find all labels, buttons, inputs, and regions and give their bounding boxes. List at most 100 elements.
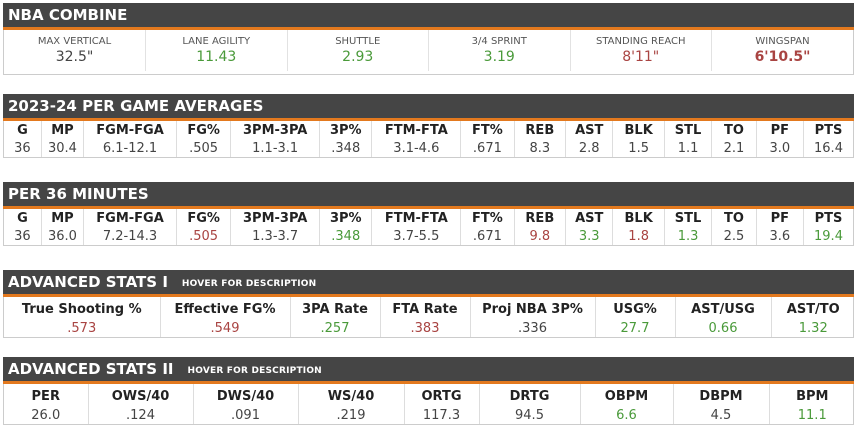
shuttle-value: 2.93 [286,47,429,71]
dbpm-value: 4.5 [672,406,769,424]
max-vertical-label: MAX VERTICAL [37,36,112,47]
p36-pts-value: 19.4 [803,228,853,245]
per36-table: G MP FGM-FGA FG% 3PM-3PA 3P% FTM-FTA FT%… [3,209,854,246]
combine-label-row: MAX VERTICAL LANE AGILITY SHUTTLE 3/4 SP… [4,30,853,47]
ast-to-value: 1.32 [770,319,855,337]
pg-fg-pct-label: FG% [175,121,231,140]
p36-reb-label: REB [513,209,566,228]
ows40-value: .124 [87,406,193,424]
dws40-label[interactable]: DWS/40 [192,384,298,406]
drtg-label[interactable]: DRTG [478,384,580,406]
ws40-value: .219 [297,406,404,424]
pg-ast-value: 2.8 [565,140,613,157]
p36-pf-label: PF [755,209,804,228]
per-game-title: 2023-24 PER GAME AVERAGES [8,97,264,115]
drtg-value: 94.5 [478,406,580,424]
p36-fgm-fga-value: 7.2-14.3 [83,228,177,245]
combine-title: NBA COMBINE [8,6,128,24]
dbpm-label[interactable]: DBPM [672,384,769,406]
per-label[interactable]: PER [31,388,60,404]
ast-usg-label[interactable]: AST/USG [674,297,771,319]
p36-blk-label: BLK [612,209,665,228]
fta-rate-value: .383 [379,319,470,337]
p36-mp-label: MP [40,209,84,228]
p36-fg-pct-label: FG% [175,209,231,228]
fta-rate-label[interactable]: FTA Rate [379,297,470,319]
proj-nba-3p-value: .336 [469,319,595,337]
ast-to-label[interactable]: AST/TO [770,297,855,319]
pg-3p-pct-value: .348 [319,140,372,157]
pg-pf-value: 3.0 [755,140,804,157]
usg-pct-label[interactable]: USG% [594,297,675,319]
p36-pf-value: 3.6 [755,228,804,245]
ows40-label[interactable]: OWS/40 [87,384,193,406]
per36-label-row: G MP FGM-FGA FG% 3PM-3PA 3P% FTM-FTA FT%… [4,209,853,228]
per-game-header: 2023-24 PER GAME AVERAGES [3,94,854,121]
advanced-stats-2-table: PER OWS/40 DWS/40 WS/40 ORTG DRTG OBPM D… [3,384,855,425]
wingspan-value: 6'10.5" [711,47,853,71]
p36-ft-pct-label: FT% [460,209,515,228]
pg-g-value: 36 [14,141,31,156]
hover-hint: HOVER FOR DESCRIPTION [187,366,322,376]
p36-3p-pct-label: 3P% [319,209,372,228]
pg-3pm-3pa-label: 3PM-3PA [230,121,320,140]
p36-to-value: 2.5 [711,228,757,245]
advanced-stats-2-title: ADVANCED STATS II [8,360,174,378]
pg-to-label: TO [711,121,757,140]
true-shooting-label[interactable]: True Shooting % [21,301,142,317]
pg-reb-value: 8.3 [513,140,566,157]
advanced-stats-2-header[interactable]: ADVANCED STATS II HOVER FOR DESCRIPTION [3,357,854,384]
p36-fgm-fga-label: FGM-FGA [83,209,177,228]
p36-ft-pct-value: .671 [460,228,515,245]
per-game-label-row: G MP FGM-FGA FG% 3PM-3PA 3P% FTM-FTA FT%… [4,121,853,140]
per36-section: PER 36 MINUTES G MP FGM-FGA FG% 3PM-3PA … [3,182,854,246]
hover-hint: HOVER FOR DESCRIPTION [181,279,317,289]
per-game-table: G MP FGM-FGA FG% 3PM-3PA 3P% FTM-FTA FT%… [3,121,854,158]
bpm-label[interactable]: BPM [768,384,855,406]
advanced-stats-1-header[interactable]: ADVANCED STATS I HOVER FOR DESCRIPTION [3,270,854,297]
pg-mp-label: MP [40,121,84,140]
per-game-value-row: 36 30.4 6.1-12.1 .505 1.1-3.1 .348 3.1-4… [4,140,853,157]
combine-value-row: 32.5" 11.43 2.93 3.19 8'11" 6'10.5" [4,47,853,71]
pg-mp-value: 30.4 [40,140,84,157]
per-value: 26.0 [31,407,61,423]
ast-usg-value: 0.66 [674,319,771,337]
p36-fg-pct-value: .505 [175,228,231,245]
pg-blk-value: 1.5 [612,140,665,157]
effective-fg-value: .549 [159,319,290,337]
pg-fgm-fga-value: 6.1-12.1 [83,140,177,157]
sprint-value: 3.19 [428,47,570,71]
standing-reach-value: 8'11" [569,47,712,71]
pg-pf-label: PF [755,121,804,140]
dws40-value: .091 [192,406,298,424]
obpm-label[interactable]: OBPM [579,384,673,406]
p36-blk-value: 1.8 [612,228,665,245]
advanced-stats-2-label-row: PER OWS/40 DWS/40 WS/40 ORTG DRTG OBPM D… [4,384,855,406]
pg-ftm-fta-label: FTM-FTA [371,121,461,140]
p36-mp-value: 36.0 [40,228,84,245]
p36-ast-label: AST [565,209,613,228]
pg-stl-label: STL [663,121,712,140]
per36-title: PER 36 MINUTES [8,185,149,203]
pg-ft-pct-label: FT% [460,121,515,140]
p36-to-label: TO [711,209,757,228]
advanced-stats-1-label-row: True Shooting % Effective FG% 3PA Rate F… [4,297,855,319]
proj-nba-3p-label[interactable]: Proj NBA 3P% [469,297,595,319]
pg-ft-pct-value: .671 [460,140,515,157]
ws40-label[interactable]: WS/40 [297,384,404,406]
obpm-value: 6.6 [579,406,673,424]
p36-g-label: G [17,211,28,226]
p36-reb-value: 9.8 [513,228,566,245]
p36-3pm-3pa-label: 3PM-3PA [230,209,320,228]
3pa-rate-value: .257 [289,319,380,337]
p36-stl-label: STL [663,209,712,228]
combine-table: MAX VERTICAL LANE AGILITY SHUTTLE 3/4 SP… [3,30,854,75]
true-shooting-value: .573 [67,320,97,336]
ortg-label[interactable]: ORTG [403,384,479,406]
effective-fg-label[interactable]: Effective FG% [159,297,290,319]
p36-ftm-fta-value: 3.7-5.5 [371,228,461,245]
ortg-value: 117.3 [403,406,479,424]
3pa-rate-label[interactable]: 3PA Rate [289,297,380,319]
advanced-stats-1-section: ADVANCED STATS I HOVER FOR DESCRIPTION Tr… [3,270,855,338]
max-vertical-value: 32.5" [55,49,94,65]
